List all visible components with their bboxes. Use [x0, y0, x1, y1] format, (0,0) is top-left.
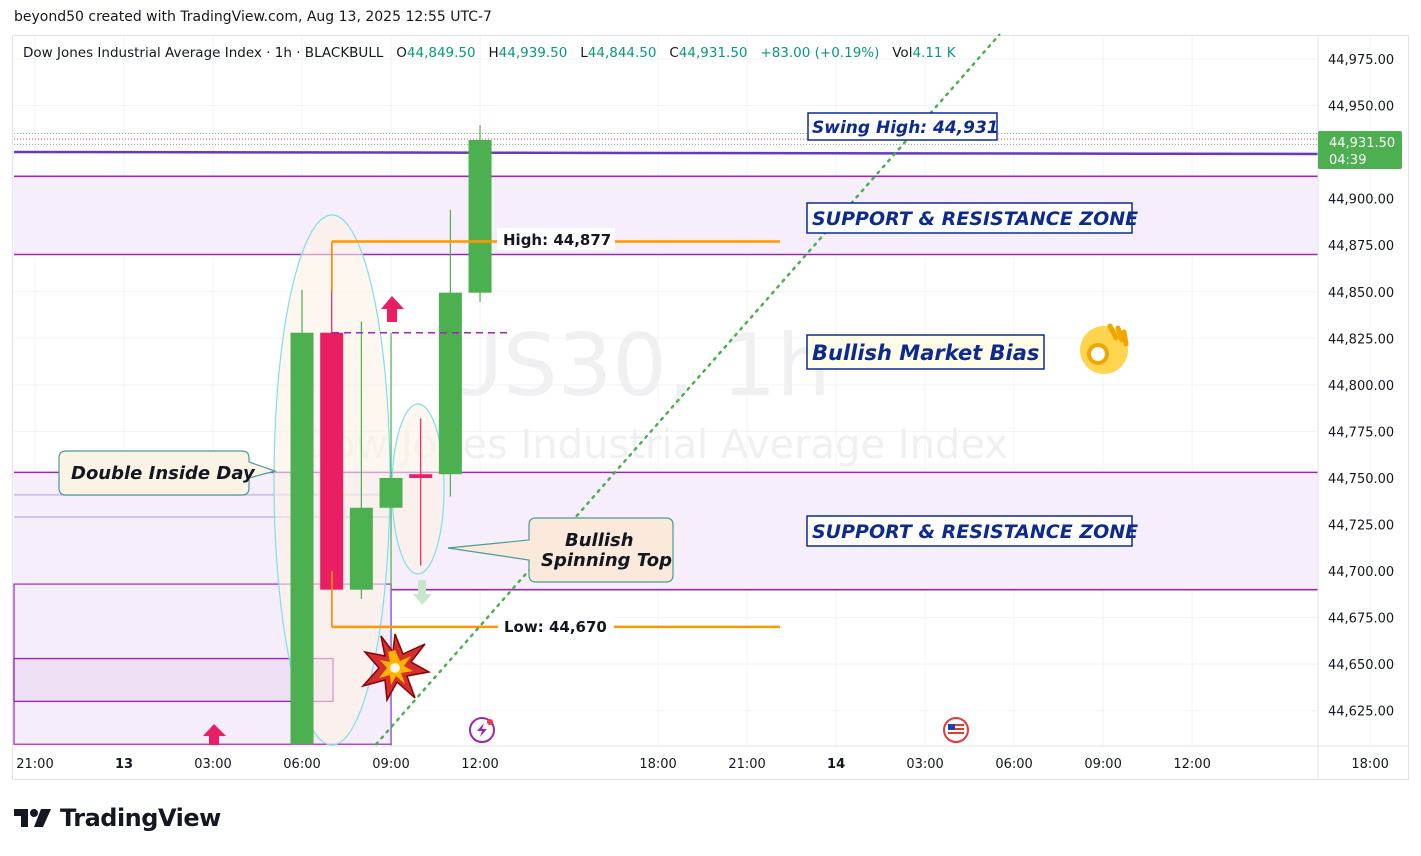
legend-symbol: Dow Jones Industrial Average Index · 1h … — [23, 45, 384, 61]
legend-low-label: L — [580, 45, 588, 61]
x-tick-label: 06:00 — [283, 757, 320, 772]
zone-lower-box[interactable] — [806, 515, 1133, 547]
chart-frame — [12, 35, 1409, 780]
x-tick-label: 21:00 — [728, 757, 765, 772]
double-inside-label: Double Inside Day — [71, 463, 256, 484]
legend-high-label: H — [488, 45, 499, 61]
us-flag-event-icon[interactable] — [943, 717, 969, 743]
ok-hand-icon — [1080, 323, 1129, 374]
y-tick-label: 44,700.00 — [1328, 565, 1394, 580]
low-label-bg — [498, 615, 614, 637]
x-tick-label: 03:00 — [906, 757, 943, 772]
low-label: Low: 44,670 — [504, 618, 607, 636]
author-line: beyond50 created with TradingView.com, A… — [14, 9, 492, 25]
legend-open-value: 44,849.50 — [406, 45, 476, 61]
x-tick-label: 18:00 — [1351, 757, 1388, 772]
bullish-candle[interactable] — [290, 332, 314, 745]
up-arrow-bottom-icon — [203, 724, 226, 745]
y-tick-label: 44,725.00 — [1328, 519, 1394, 534]
watermark-symbol: US30, 1h — [440, 316, 831, 416]
prior-inner-box — [13, 657, 334, 703]
y-tick-label: 44,800.00 — [1328, 379, 1394, 394]
double-inside-callout[interactable] — [58, 450, 278, 496]
candles — [290, 125, 492, 745]
x-tick-label: 21:00 — [16, 757, 53, 772]
bullish-candle[interactable] — [468, 139, 492, 293]
up-arrow-icon — [381, 296, 404, 322]
spinning-top-line2: Spinning Top — [541, 550, 672, 571]
bullish-candle[interactable] — [379, 477, 403, 508]
brand-name: TradingView — [60, 804, 221, 832]
legend-open-label: O — [396, 45, 407, 61]
y-tick-label: 44,900.00 — [1328, 193, 1394, 208]
lightning-event-icon[interactable] — [469, 717, 495, 743]
tradingview-brand[interactable]: TradingView — [14, 804, 221, 832]
legend-change: +83.00 (+0.19%) — [760, 45, 880, 61]
x-tick-label: 03:00 — [194, 757, 231, 772]
bias-box[interactable] — [806, 334, 1045, 370]
x-tick-label: 13 — [115, 757, 133, 772]
swing-high-label: Swing High: 44,931 — [812, 118, 999, 138]
bullish-candle[interactable] — [438, 292, 462, 475]
y-tick-label: 44,825.00 — [1328, 332, 1394, 347]
zone-lower-label: SUPPORT & RESISTANCE ZONE — [812, 521, 1138, 543]
bullish-candle[interactable] — [349, 507, 373, 590]
bullish-trendline[interactable] — [374, 33, 1001, 746]
high-label-bg — [497, 228, 615, 250]
y-tick-label: 44,750.00 — [1328, 472, 1394, 487]
bearish-candle[interactable] — [409, 474, 433, 478]
price-tag-countdown: 04:39 — [1329, 153, 1366, 168]
x-tick-label: 12:00 — [461, 757, 498, 772]
y-tick-label: 44,675.00 — [1328, 612, 1394, 627]
spinning-top-callout[interactable] — [447, 517, 674, 583]
legend-high-value: 44,939.50 — [498, 45, 568, 61]
y-tick-label: 44,625.00 — [1328, 705, 1394, 720]
y-tick-label: 44,650.00 — [1328, 658, 1394, 673]
y-tick-label: 44,850.00 — [1328, 286, 1394, 301]
legend-close-value: 44,931.50 — [678, 45, 748, 61]
y-tick-label: 44,975.00 — [1328, 53, 1394, 68]
zone-upper-box[interactable] — [806, 202, 1133, 234]
x-tick-label: 18:00 — [639, 757, 676, 772]
legend-close-label: C — [669, 45, 679, 61]
symbol-legend: Dow Jones Industrial Average Index · 1h … — [23, 45, 956, 61]
zone-upper-label: SUPPORT & RESISTANCE ZONE — [812, 208, 1138, 230]
legend-vol-value: 4.11 K — [912, 45, 956, 61]
y-tick-label: 44,875.00 — [1328, 239, 1394, 254]
x-tick-label: 12:00 — [1173, 757, 1210, 772]
high-label: High: 44,877 — [503, 231, 611, 249]
current-price-line — [13, 150, 1319, 156]
legend-low-value: 44,844.50 — [587, 45, 657, 61]
x-tick-label: 14 — [827, 757, 845, 772]
y-tick-label: 44,775.00 — [1328, 425, 1394, 440]
spinning-top-line1: Bullish — [565, 530, 634, 551]
bearish-candle[interactable] — [320, 332, 344, 590]
axes: 44,625.00 44,650.00 44,675.00 44,700.00 44,7… — [14, 36, 1408, 780]
x-tick-label: 09:00 — [1084, 757, 1121, 772]
bias-label: Bullish Market Bias — [812, 341, 1039, 365]
explosion-icon — [360, 633, 432, 703]
x-tick-label: 06:00 — [995, 757, 1032, 772]
tradingview-logo-icon — [14, 809, 51, 827]
price-tag-price: 44,931.50 — [1329, 136, 1395, 151]
price-tag — [1318, 131, 1402, 169]
down-arrow-icon — [413, 580, 432, 605]
swing-high-box[interactable] — [807, 112, 998, 141]
y-tick-label: 44,950.00 — [1328, 100, 1394, 115]
legend-vol-label: Vol — [892, 45, 913, 61]
x-tick-label: 09:00 — [372, 757, 409, 772]
